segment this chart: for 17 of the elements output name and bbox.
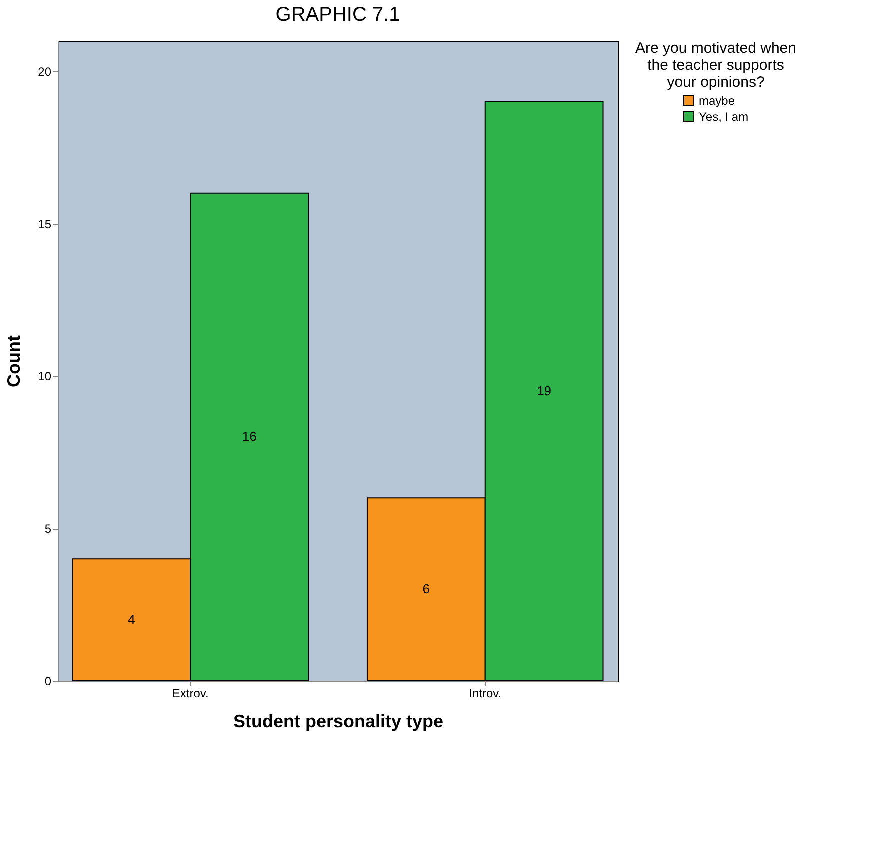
data-label: 16	[242, 429, 257, 444]
chart-title: GRAPHIC 7.1	[276, 4, 400, 26]
y-tick-label: 10	[38, 370, 52, 384]
y-axis-title: Count	[4, 336, 24, 388]
legend-title: Are you motivated when the teacher supports your opinions?	[636, 40, 796, 91]
x-tick-label: Extrov.	[172, 686, 209, 700]
y-tick-label: 20	[38, 64, 52, 79]
y-tick-label: 0	[44, 674, 52, 688]
legend-label: maybe	[699, 94, 736, 108]
data-label: 4	[128, 612, 136, 628]
data-label: 6	[422, 582, 430, 597]
legend-label: Yes, I am	[699, 110, 749, 124]
y-tick-label: 5	[44, 522, 52, 536]
x-axis-title: Student personality type	[233, 712, 444, 732]
data-label: 19	[537, 383, 552, 398]
x-tick-label: Introv.	[469, 686, 502, 700]
y-tick-label: 15	[38, 217, 52, 232]
